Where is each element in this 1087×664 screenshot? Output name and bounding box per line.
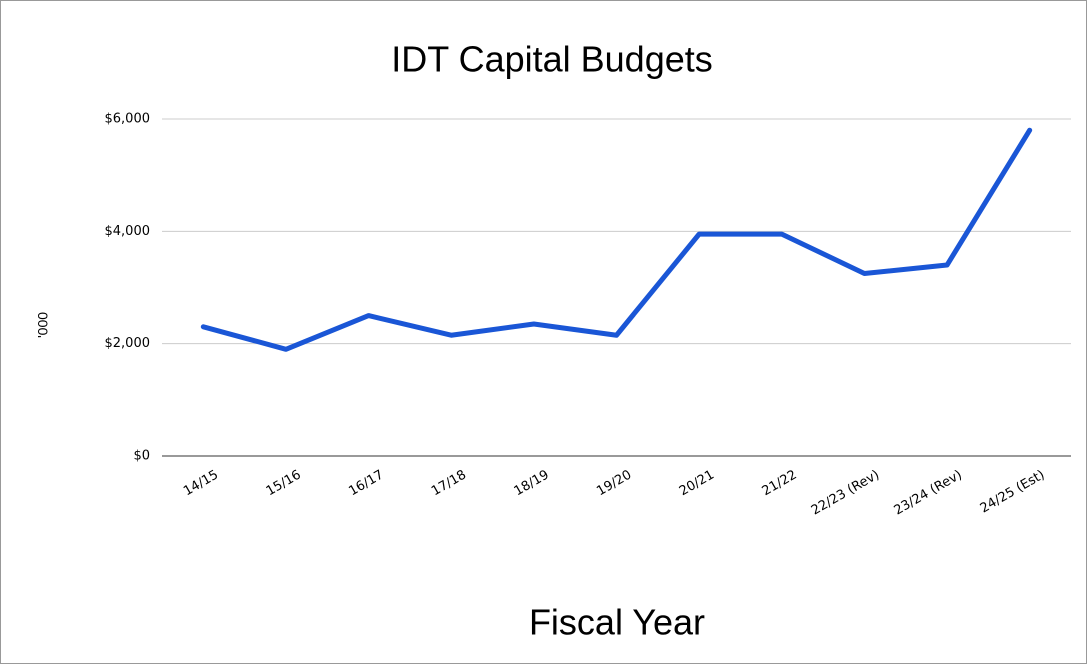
y-tick-label: $2,000	[105, 336, 151, 351]
x-axis-label: Fiscal Year	[529, 602, 705, 643]
y-tick-label: $6,000	[105, 112, 151, 127]
y-tick-label: $0	[133, 449, 150, 464]
data-line	[200, 127, 1033, 352]
y-tick-label: $4,000	[105, 224, 151, 239]
y-axis-label: '000	[35, 312, 51, 338]
chart-title: IDT Capital Budgets	[391, 39, 713, 80]
